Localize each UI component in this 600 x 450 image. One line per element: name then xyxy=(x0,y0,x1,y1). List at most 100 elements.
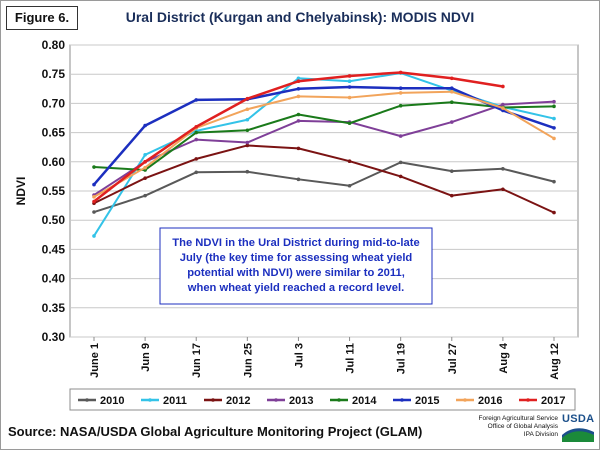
x-tick-label: Jun 9 xyxy=(140,343,152,372)
legend-marker xyxy=(148,398,152,402)
x-tick-label: Jun 17 xyxy=(191,343,203,378)
data-point xyxy=(347,183,352,188)
annotation-box xyxy=(159,227,433,305)
y-tick-label: 0.35 xyxy=(42,301,66,315)
data-point xyxy=(245,117,250,122)
data-point xyxy=(245,128,250,133)
data-point xyxy=(347,79,352,84)
legend-label: 2015 xyxy=(415,395,439,407)
data-point xyxy=(296,87,301,91)
y-tick-label: 0.45 xyxy=(42,242,66,256)
x-tick-label: Jul 27 xyxy=(447,343,459,374)
legend-marker xyxy=(211,398,215,402)
legend-marker xyxy=(526,398,530,402)
agency-line: Foreign Agricultural Service xyxy=(478,415,558,422)
legend-label: 2017 xyxy=(541,395,565,407)
series-line xyxy=(93,161,555,213)
y-tick-label: 0.40 xyxy=(42,272,66,286)
data-point xyxy=(143,160,147,164)
agency-line: IPA Division xyxy=(523,431,558,438)
series-line xyxy=(93,90,555,198)
x-tick-label: Jul 11 xyxy=(345,343,357,374)
data-point xyxy=(501,106,505,110)
data-point xyxy=(449,169,454,173)
data-point xyxy=(245,169,250,174)
data-point xyxy=(194,137,199,142)
data-point xyxy=(143,123,147,128)
data-point xyxy=(398,86,403,91)
legend-item-2014: 2014 xyxy=(330,395,377,407)
data-point xyxy=(552,104,556,109)
figure-label: Figure 6. xyxy=(6,6,78,30)
legend-item-2010: 2010 xyxy=(78,395,124,407)
data-point xyxy=(501,84,505,89)
x-tick-label: June 1 xyxy=(89,343,101,378)
data-point xyxy=(296,112,301,117)
data-point xyxy=(92,182,96,187)
data-point xyxy=(296,177,301,182)
legend-marker xyxy=(274,398,278,402)
series-2012 xyxy=(92,143,556,215)
data-point xyxy=(194,124,199,129)
y-tick-label: 0.70 xyxy=(42,96,66,110)
data-point xyxy=(296,119,301,123)
y-tick-label: 0.80 xyxy=(42,38,66,52)
agency-line: Office of Global Analysis xyxy=(487,423,558,430)
data-point xyxy=(398,160,403,165)
series-line xyxy=(93,144,555,214)
data-point xyxy=(501,167,505,171)
y-tick-label: 0.75 xyxy=(42,67,66,81)
data-point xyxy=(552,99,556,104)
usda-hill-icon xyxy=(562,428,594,442)
y-tick-label: 0.50 xyxy=(42,213,66,227)
data-point xyxy=(143,165,147,170)
legend-marker xyxy=(463,398,467,402)
data-point xyxy=(92,210,96,214)
data-point xyxy=(347,85,352,89)
data-point xyxy=(552,116,556,121)
x-tick-label: Aug 4 xyxy=(498,342,510,373)
series-2010 xyxy=(92,160,556,214)
data-point xyxy=(398,134,403,138)
chart-title: Ural District (Kurgan and Chelyabinsk): … xyxy=(125,9,475,25)
annotation-layer: The NDVI in the Ural District during mid… xyxy=(159,227,433,305)
data-point xyxy=(449,193,454,198)
series-2016 xyxy=(92,89,556,199)
data-point xyxy=(296,76,301,81)
legend-marker xyxy=(85,398,89,402)
data-point xyxy=(347,74,352,78)
legend-marker xyxy=(400,398,404,402)
legend-item-2013: 2013 xyxy=(267,395,313,407)
legend-layer: 2010 2011 2012 2013 2014 2015 2016 2017 xyxy=(69,388,576,411)
data-point xyxy=(92,165,96,169)
legend-item-2016: 2016 xyxy=(456,395,502,407)
y-tick-label: 0.55 xyxy=(42,184,66,198)
data-point xyxy=(449,120,454,124)
data-point xyxy=(296,79,301,84)
agency-credit: Foreign Agricultural Service Office of G… xyxy=(448,415,558,439)
y-tick-label: 0.60 xyxy=(42,155,66,169)
data-point xyxy=(194,98,199,102)
data-point xyxy=(398,70,403,75)
data-point xyxy=(92,199,96,204)
data-point xyxy=(347,121,352,126)
series-line xyxy=(93,101,555,171)
legend-label: 2013 xyxy=(289,395,313,407)
legend-item-2011: 2011 xyxy=(141,395,187,407)
data-point xyxy=(398,103,403,108)
usda-logo: USDA xyxy=(562,413,594,443)
data-point xyxy=(449,76,454,81)
data-point xyxy=(552,179,556,184)
series-layer xyxy=(92,70,556,238)
data-point xyxy=(347,95,352,100)
legend-item-2012: 2012 xyxy=(204,395,250,407)
data-point xyxy=(449,86,454,91)
data-point xyxy=(347,159,352,164)
data-point xyxy=(398,91,403,95)
data-point xyxy=(245,140,250,145)
data-point xyxy=(245,143,250,148)
x-tick-label: Jul 19 xyxy=(396,343,408,374)
data-point xyxy=(194,130,199,135)
data-point xyxy=(296,146,301,151)
